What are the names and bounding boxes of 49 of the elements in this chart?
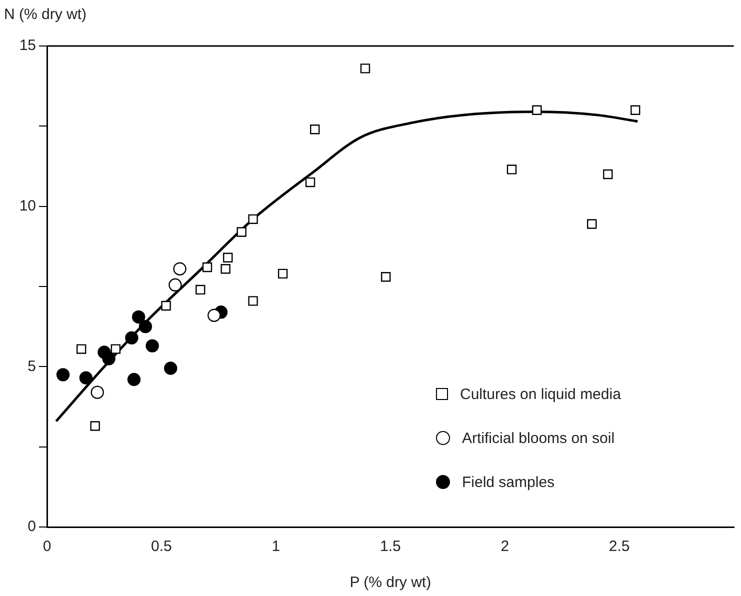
point (603, 169, 613, 180)
point (132, 310, 146, 324)
point (102, 352, 116, 366)
point (76, 344, 86, 354)
x-tick-label: 0 (42, 538, 52, 556)
legend-label: Artificial blooms on soil (462, 430, 615, 446)
x-tick-label: 0.5 (151, 538, 172, 556)
x-tick-label: 2 (500, 538, 510, 556)
point (164, 362, 178, 375)
point (202, 262, 212, 272)
point (248, 214, 258, 224)
point (532, 105, 542, 115)
point (127, 372, 141, 386)
point (90, 421, 100, 431)
point (248, 296, 258, 306)
point (125, 331, 138, 344)
point (110, 344, 121, 354)
x-tick-label: 1 (272, 538, 280, 556)
legend-label: Field samples (462, 474, 555, 490)
point (223, 252, 233, 262)
point (173, 262, 186, 276)
point (220, 264, 230, 274)
point (310, 124, 320, 134)
y-tick-label: 15 (19, 37, 36, 54)
legend-label: Cultures on liquid media (460, 386, 621, 402)
y-tick-label: 0 (28, 518, 36, 536)
point (161, 300, 171, 311)
point (79, 371, 93, 384)
x-tick-label: 1.5 (380, 538, 401, 556)
point (506, 164, 517, 174)
point (236, 227, 246, 237)
y-tick-label: 10 (19, 197, 36, 214)
point (138, 320, 152, 334)
point (630, 105, 640, 115)
x-axis-title: P (% dry wt) (350, 574, 432, 592)
point (278, 268, 288, 279)
y-axis-title: N (% dry wt) (4, 6, 86, 23)
point (56, 368, 70, 382)
point (208, 308, 221, 322)
point (196, 284, 206, 295)
y-tick-label: 5 (28, 358, 36, 375)
point (90, 386, 104, 399)
point (146, 339, 159, 352)
point (168, 278, 182, 292)
x-tick-label: 2.5 (608, 538, 630, 556)
point (305, 177, 316, 188)
point (380, 272, 391, 282)
point (587, 219, 597, 229)
point (360, 64, 370, 74)
